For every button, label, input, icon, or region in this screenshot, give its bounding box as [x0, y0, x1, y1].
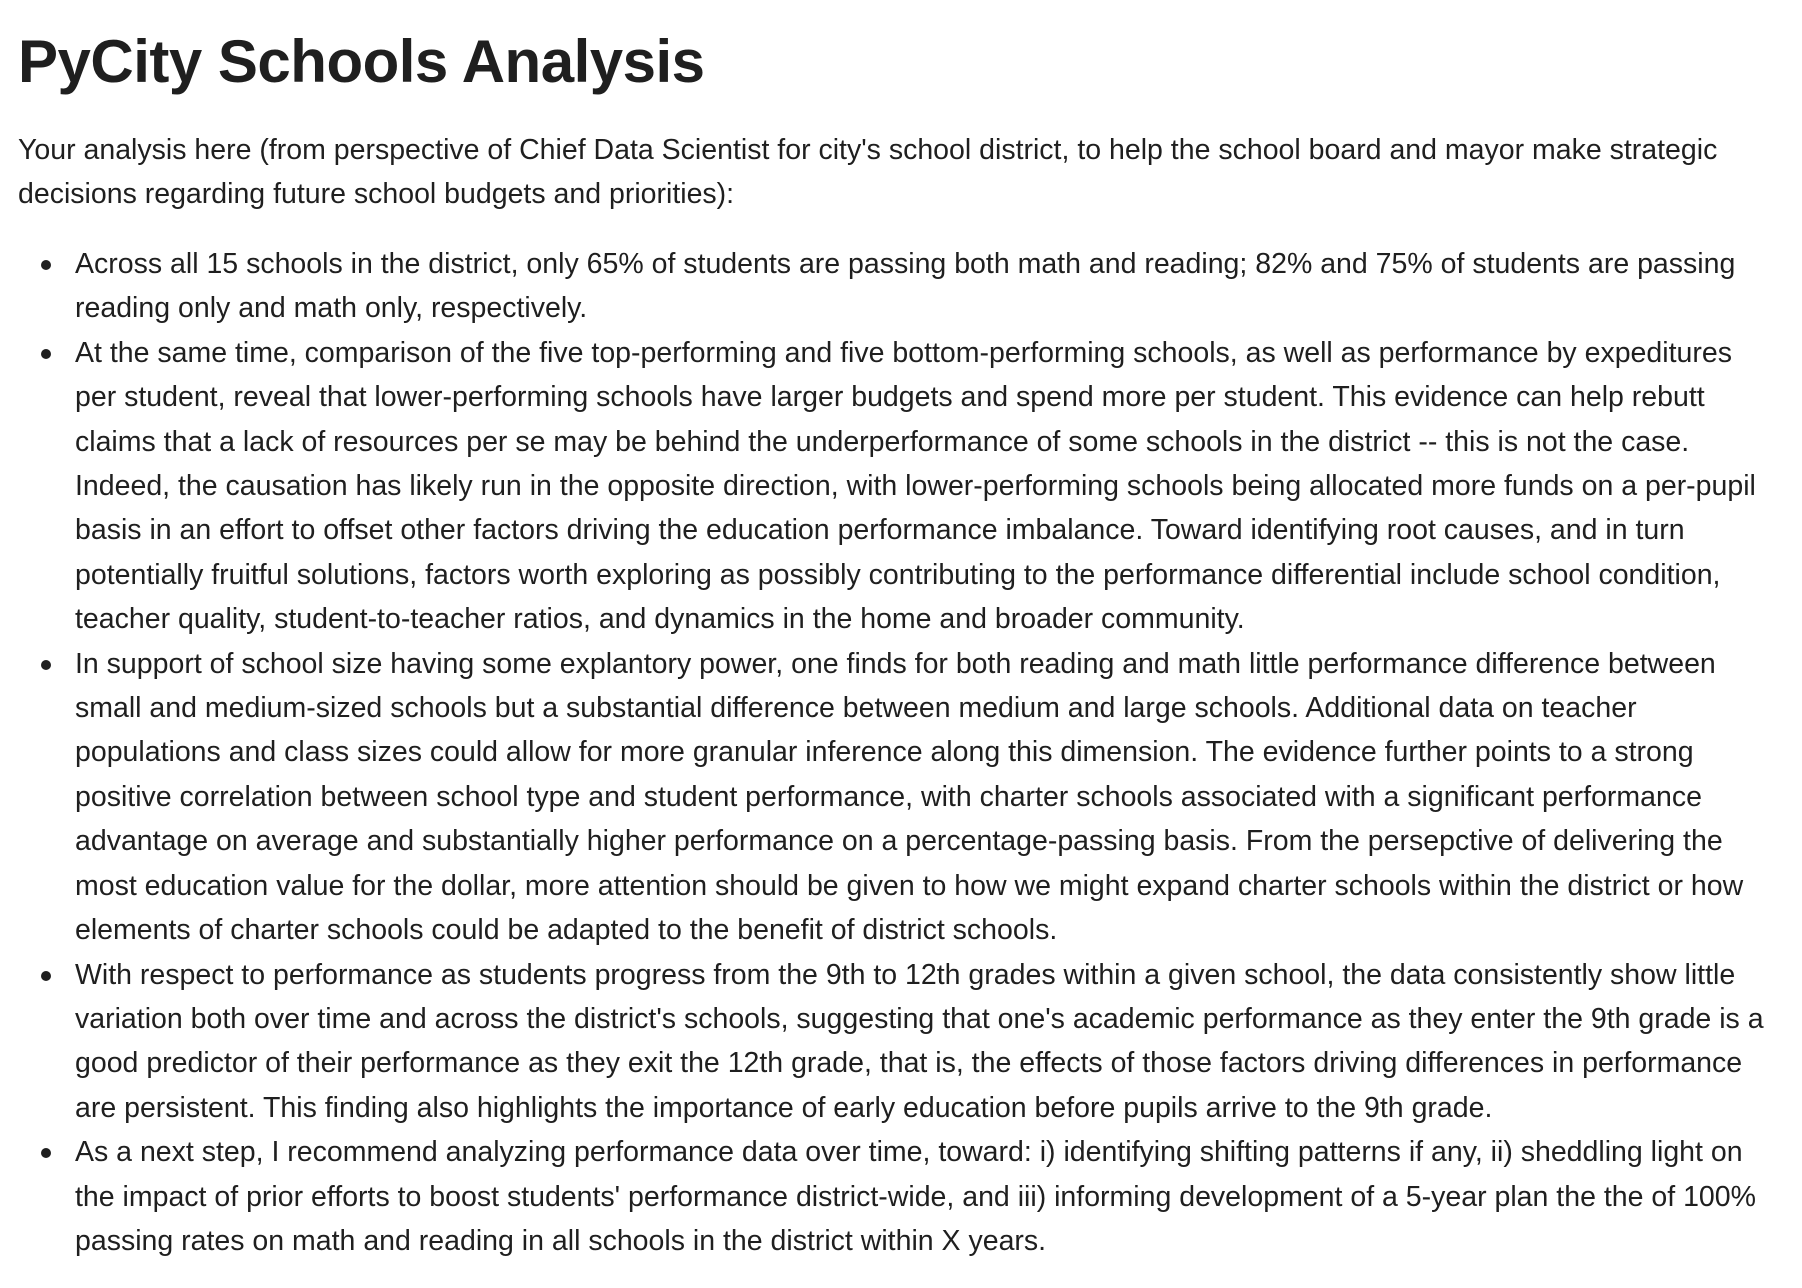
intro-paragraph: Your analysis here (from perspective of …: [18, 134, 1718, 210]
list-item: Across all 15 schools in the district, o…: [41, 242, 1780, 331]
list-item: As a next step, I recommend analyzing pe…: [41, 1130, 1780, 1263]
page-title: PyCity Schools Analysis: [18, 28, 705, 95]
list-item: In support of school size having some ex…: [41, 642, 1780, 953]
list-item: With respect to performance as students …: [41, 953, 1780, 1131]
list-item: At the same time, comparison of the five…: [41, 331, 1780, 642]
findings-list: Across all 15 schools in the district, o…: [18, 242, 1780, 1263]
